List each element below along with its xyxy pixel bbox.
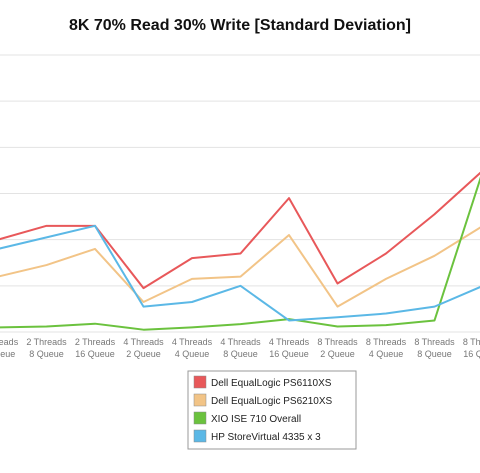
x-tick-label: 4 Threads [172,337,213,347]
x-tick-label: 4 Queue [175,349,210,359]
x-tick-label: 2 Threads [75,337,116,347]
legend-label: Dell EqualLogic PS6210XS [211,396,333,407]
x-tick-label: 8 Queue [417,349,452,359]
legend-label: XIO ISE 710 Overall [211,414,301,425]
gridlines [0,54,480,333]
x-tick-label: 4 Threads [269,337,310,347]
x-tick-label: 4 Threads [220,337,261,347]
x-tick-label: 4 Threads [123,337,164,347]
legend-label: Dell EqualLogic PS6110XS [211,378,332,389]
x-tick-label: 2 Threads [26,337,67,347]
series-line-3 [0,176,480,331]
legend-box [187,370,357,450]
series-line-2 [0,226,480,308]
x-tick-label: 8 Threads [366,337,407,347]
x-tick-label: 2 Queue [320,349,355,359]
chart-title: 8K 70% Read 30% Write [Standard Deviatio… [68,17,412,34]
x-tick-label: 8 Queue [29,349,64,359]
series-lines [0,171,480,331]
x-tick-label: 16 Queue [75,349,115,359]
x-axis-labels: 2 Threads 4 Queue 2 Threads 8 Queue 2 Thread… [0,337,480,359]
series-line-4 [0,224,480,322]
legend-swatch [193,411,207,425]
x-tick-label: 16 Queue [269,349,309,359]
x-tick-label: 8 Threads [463,337,480,347]
x-tick-label: 4 Queue [369,349,404,359]
legend-label: HP StoreVirtual 4335 x 3 [211,432,321,443]
x-tick-label: 8 Threads [317,337,358,347]
x-tick-label: 8 Queue [223,349,258,359]
legend-swatch [193,429,207,443]
legend-swatch [193,375,207,389]
legend-swatch [193,393,207,407]
x-tick-label: 4 Queue [0,349,15,359]
legend: Dell EqualLogic PS6110XS Dell EqualLogic … [187,370,357,450]
x-tick-label: 2 Queue [126,349,161,359]
x-tick-label: 16 Queue [463,349,480,359]
x-tick-label: 8 Threads [414,337,455,347]
x-tick-label: 2 Threads [0,337,19,347]
series-line-1 [0,171,480,290]
